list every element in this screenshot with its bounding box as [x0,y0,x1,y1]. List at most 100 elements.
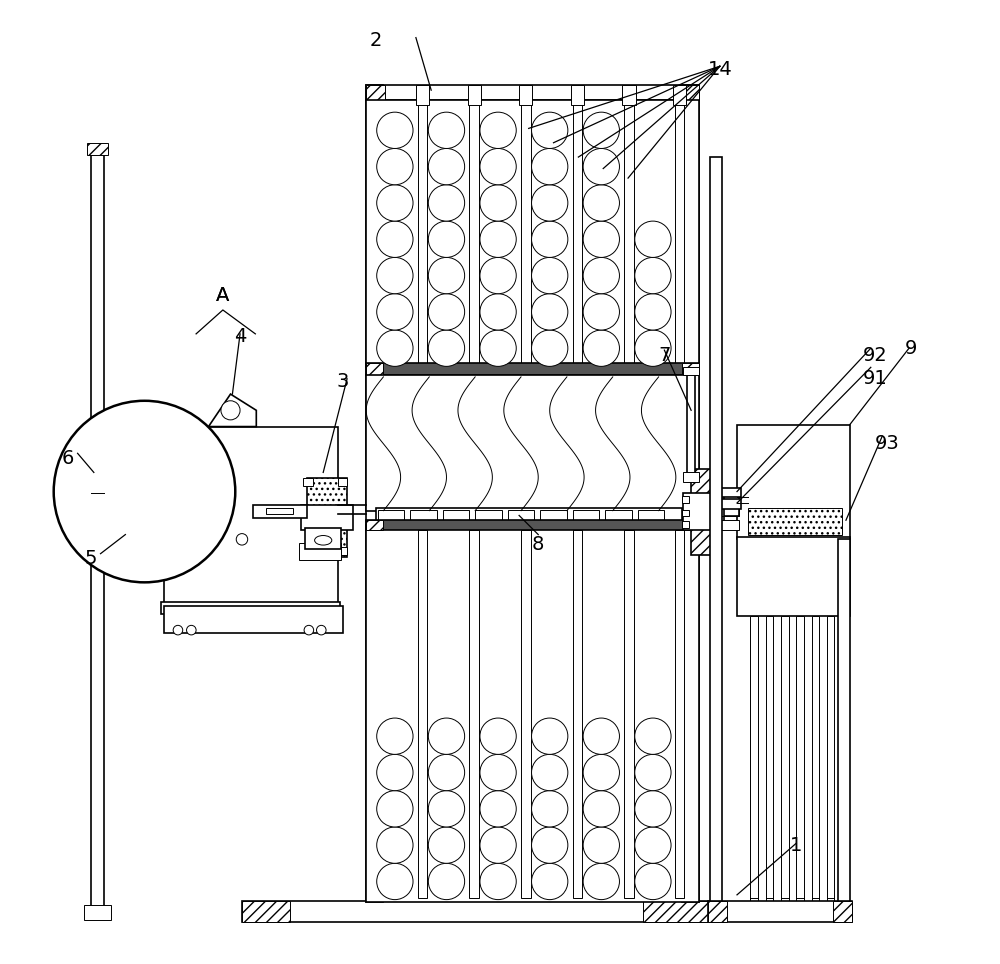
Bar [443,510,469,524]
Circle shape [480,294,516,330]
Bar [299,543,341,560]
Bar [91,470,146,513]
Circle shape [583,294,619,330]
Circle shape [428,294,465,330]
Circle shape [428,330,465,366]
Bar [622,86,636,104]
Bar [242,900,290,922]
Bar [99,476,161,507]
Polygon shape [209,394,256,427]
Circle shape [583,112,619,148]
Circle shape [480,185,516,221]
Bar [812,616,819,902]
Bar [253,505,307,519]
Circle shape [635,864,671,899]
Circle shape [377,221,413,257]
Bar [573,510,599,524]
Bar [189,611,199,629]
Bar [708,900,727,922]
Bar [132,550,142,560]
Bar [624,530,634,897]
Bar [521,530,531,897]
Bar [338,478,347,486]
Bar [91,152,104,907]
Text: 93: 93 [875,434,899,453]
Bar [716,494,739,503]
Circle shape [532,864,568,899]
Bar [469,530,479,897]
Circle shape [532,112,568,148]
Circle shape [583,221,619,257]
Circle shape [428,755,465,790]
Circle shape [532,827,568,864]
Circle shape [583,330,619,366]
Circle shape [635,755,671,790]
Circle shape [583,718,619,755]
Bar [680,86,699,99]
Bar [737,425,850,539]
Bar [112,467,148,517]
Bar [624,99,634,367]
Circle shape [583,148,619,185]
Circle shape [532,148,568,185]
Text: 8: 8 [532,535,544,553]
Bar [708,900,852,922]
Bar [683,472,699,482]
Bar [366,525,699,902]
Circle shape [532,185,568,221]
Text: 3: 3 [336,372,349,391]
Bar [716,507,739,517]
Text: 14: 14 [707,60,732,79]
Bar [164,606,343,633]
Bar [303,478,313,486]
Circle shape [428,827,465,864]
Circle shape [377,112,413,148]
Bar [266,508,293,514]
Circle shape [635,330,671,366]
Bar [682,521,699,530]
Text: 2: 2 [370,31,382,50]
Circle shape [480,330,516,366]
Circle shape [304,626,314,635]
Bar [571,86,584,104]
Bar [682,496,689,503]
Text: 6: 6 [62,448,74,468]
Circle shape [532,790,568,827]
Bar [691,469,716,554]
Bar [521,99,531,367]
Circle shape [532,330,568,366]
Circle shape [480,827,516,864]
Bar [687,372,695,482]
Bar [146,476,161,507]
Circle shape [532,718,568,755]
Circle shape [428,864,465,899]
Circle shape [428,718,465,755]
Bar [673,86,686,104]
Bar [366,363,383,375]
Bar [508,510,534,524]
Bar [540,510,567,524]
Bar [366,86,383,902]
Circle shape [480,718,516,755]
Bar [766,616,773,902]
Circle shape [377,185,413,221]
Bar [318,611,328,629]
Bar [638,510,664,524]
Circle shape [377,330,413,366]
Bar [99,476,118,507]
Text: 91: 91 [863,369,888,388]
Bar [675,99,684,367]
Text: 92: 92 [863,346,888,365]
Circle shape [54,401,235,582]
Circle shape [377,827,413,864]
Bar [242,900,710,922]
Circle shape [635,718,671,755]
Bar [682,363,699,375]
Bar [724,494,739,517]
Circle shape [583,790,619,827]
Bar [161,602,340,614]
Circle shape [377,790,413,827]
Bar [418,530,427,897]
Circle shape [428,112,465,148]
Bar [781,616,789,902]
